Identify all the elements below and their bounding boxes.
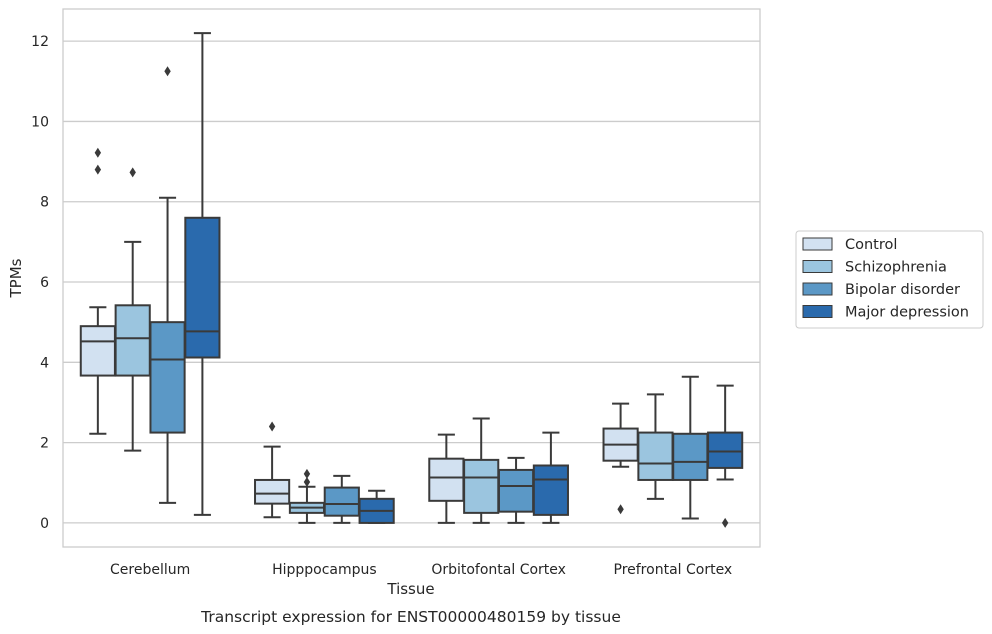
box	[323, 486, 360, 517]
y-tick-labels: 0 2 4 6 8 10 12	[31, 34, 49, 532]
box-group	[602, 375, 744, 528]
box	[672, 432, 709, 481]
box	[114, 304, 151, 377]
outlier-point	[617, 504, 624, 515]
legend-frame	[795, 230, 984, 329]
x-tick-label: Hipppocampus	[272, 562, 377, 578]
outlier-point	[164, 66, 171, 77]
x-axis-title: Tissue	[386, 580, 434, 598]
outlier-point	[303, 476, 311, 487]
x-tick-label: Orbitofontal Cortex	[431, 562, 566, 578]
box	[79, 325, 116, 377]
x-tick-label: Prefrontal Cortex	[614, 562, 733, 578]
legend-swatch	[802, 305, 833, 318]
outlier-point	[94, 147, 102, 158]
y-tick-label: 0	[40, 516, 49, 532]
outlier-point	[129, 167, 136, 178]
box	[184, 216, 221, 359]
box	[637, 431, 674, 481]
box	[254, 478, 291, 505]
box-groups	[79, 32, 744, 528]
legend-label: Control	[845, 237, 897, 253]
legend: Control Schizophrenia Bipolar disorder Majo…	[795, 230, 984, 329]
legend-label: Major depression	[845, 305, 969, 321]
box	[463, 458, 500, 514]
y-tick-label: 10	[31, 114, 49, 130]
legend-swatch	[802, 237, 833, 251]
box	[532, 464, 569, 516]
outlier-point	[721, 517, 729, 528]
legend-label: Bipolar disorder	[845, 282, 960, 298]
box	[497, 468, 535, 513]
box-group	[428, 417, 569, 524]
box-group	[79, 32, 221, 516]
legend-label: Schizophrenia	[845, 260, 947, 276]
chart-caption: Transcript expression for ENST0000048015…	[200, 608, 621, 626]
y-tick-label: 2	[40, 436, 49, 452]
x-tick-label: Cerebellum	[110, 562, 190, 578]
y-tick-label: 4	[40, 355, 49, 371]
y-tick-label: 12	[31, 34, 49, 50]
y-axis-title: TPMs	[7, 258, 25, 298]
outlier-point	[268, 421, 276, 432]
x-tick-labels: Cerebellum Hipppocampus Orbitofontal Corte…	[110, 562, 732, 578]
outlier-point	[94, 164, 102, 175]
legend-swatch	[802, 282, 833, 296]
box-group	[254, 421, 395, 524]
y-tick-label: 6	[40, 275, 49, 291]
box	[428, 457, 465, 502]
outlier-point	[303, 468, 311, 479]
box	[707, 431, 744, 469]
plot-frame	[62, 8, 761, 548]
box	[149, 321, 186, 434]
y-tick-label: 8	[40, 195, 49, 211]
legend-swatch	[802, 260, 833, 273]
